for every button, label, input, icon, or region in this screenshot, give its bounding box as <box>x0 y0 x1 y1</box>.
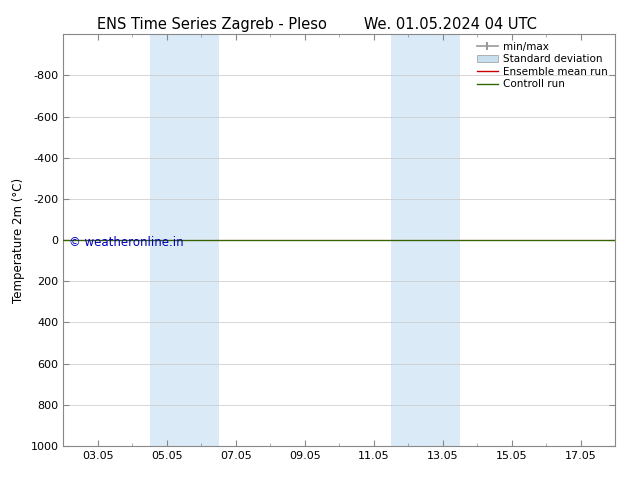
Bar <box>150 34 219 446</box>
Bar <box>391 34 460 446</box>
Y-axis label: Temperature 2m (°C): Temperature 2m (°C) <box>12 177 25 303</box>
Legend: min/max, Standard deviation, Ensemble mean run, Controll run: min/max, Standard deviation, Ensemble me… <box>475 40 610 92</box>
Text: © weatheronline.in: © weatheronline.in <box>69 236 183 248</box>
Text: ENS Time Series Zagreb - Pleso        We. 01.05.2024 04 UTC: ENS Time Series Zagreb - Pleso We. 01.05… <box>97 17 537 32</box>
